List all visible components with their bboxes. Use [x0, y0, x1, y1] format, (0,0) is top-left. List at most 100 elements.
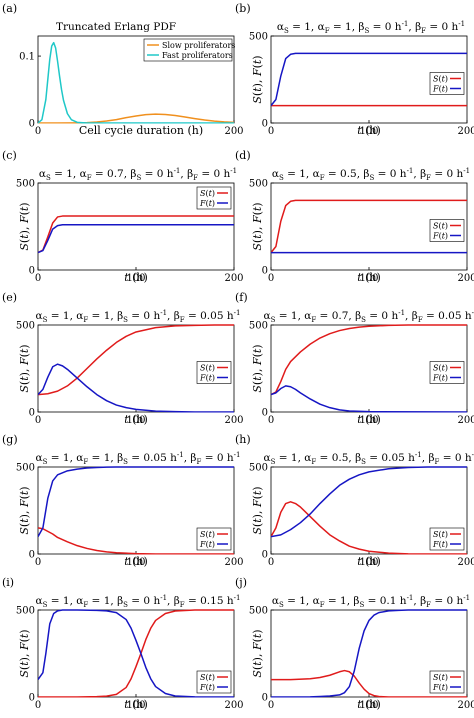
title-symbol: β: [355, 452, 361, 464]
legend-t: t: [209, 364, 213, 373]
x-tick-label: 100: [359, 700, 378, 711]
label-part: ): [18, 514, 31, 518]
legend: S(t)F(t): [429, 527, 465, 551]
legend-var: F: [199, 540, 206, 549]
label-part: (: [18, 211, 31, 215]
label-part: ): [251, 83, 264, 87]
title-subscript: S: [370, 174, 375, 182]
panel-label: (a): [2, 2, 17, 15]
title-symbol: β: [130, 168, 136, 180]
y-axis-label: S(t), F(t): [251, 344, 264, 392]
legend-t: t: [209, 199, 213, 208]
title-symbol: α: [272, 168, 279, 180]
x-tick-label: 200: [224, 126, 243, 137]
title-symbol: β: [420, 595, 426, 607]
title-unit: h: [227, 595, 234, 607]
y-tick-label: 500: [249, 606, 268, 617]
legend-t: t: [442, 232, 446, 241]
label-part: ): [251, 486, 264, 490]
panel-label: (g): [2, 433, 18, 446]
x-tick-label: 100: [359, 126, 378, 137]
series-line-st: [38, 609, 234, 698]
series-line-ft: [271, 609, 467, 698]
title-subscript: S: [46, 174, 51, 182]
series-line-st: [38, 527, 234, 555]
legend-entry: S(t): [200, 673, 215, 682]
y-axis-label: S(t), F(t): [251, 202, 264, 250]
title-subscript: F: [193, 174, 198, 182]
legend-entry: F(t): [432, 85, 448, 94]
y-tick-label: 500: [249, 321, 268, 332]
legend-t: t: [442, 540, 446, 549]
legend-var: S: [200, 673, 206, 682]
legend-t: t: [442, 683, 446, 692]
title-unit: h: [227, 452, 234, 464]
title-text: = 1,: [88, 595, 117, 607]
label-part: F: [18, 499, 31, 508]
x-axis-label: Cell cycle duration (h): [79, 124, 203, 137]
title-superscript: -1: [398, 309, 405, 317]
x-tick-label: 200: [224, 700, 243, 711]
y-tick-label: 500: [16, 179, 35, 190]
legend-entry: F(t): [432, 232, 448, 241]
legend-entry: S(t): [433, 364, 448, 373]
y-tick-label: 0: [29, 408, 35, 419]
label-part: ): [251, 344, 264, 348]
legend-entry: F(t): [432, 374, 448, 383]
label-part: ): [18, 657, 31, 661]
title-text: ,: [180, 168, 187, 180]
legend-t: t: [209, 683, 213, 692]
title-subscript: F: [180, 601, 185, 609]
title-text: = 0.05: [423, 310, 465, 322]
label-part: S: [251, 243, 264, 251]
x-tick-label: 0: [35, 415, 41, 426]
legend-paren: ): [445, 530, 448, 539]
label-part: ): [144, 698, 148, 711]
title-subscript: S: [123, 458, 128, 466]
y-tick-label: 0: [29, 550, 35, 561]
series-line-ft: [271, 52, 467, 107]
title-text: ,: [167, 310, 174, 322]
label-part: S: [18, 670, 31, 678]
legend-paren: ): [212, 673, 215, 682]
series-line-st: [271, 669, 467, 698]
title-text: = 0: [374, 168, 400, 180]
chart-title: αS​ = 1, αF​ = 1, βS​ = 0.1 h-1​, βF​ = …: [272, 594, 470, 609]
legend-entry: S(t): [200, 364, 215, 373]
legend-var: S: [200, 530, 206, 539]
legend-t: t: [442, 222, 446, 231]
title-text: = 1,: [275, 452, 304, 464]
x-tick-label: 0: [35, 273, 41, 284]
title-text: = 1,: [47, 452, 76, 464]
legend-t: t: [209, 673, 213, 682]
series-line-ft: [271, 385, 467, 413]
legend-var: F: [432, 540, 439, 549]
title-text: = 0.7,: [92, 168, 131, 180]
label-part: S: [18, 385, 31, 393]
legend-var: F: [199, 374, 206, 383]
legend-var: S: [433, 75, 439, 84]
label-part: t: [251, 206, 264, 211]
label-part: ,: [18, 369, 31, 373]
title-superscript: -1: [458, 20, 465, 28]
title-symbol: α: [313, 168, 320, 180]
legend: S(t)F(t): [196, 361, 232, 384]
title-subscript: S: [271, 316, 276, 324]
label-part: t: [357, 555, 362, 568]
title-text: = 0: [141, 168, 167, 180]
legend-entry: S(t): [200, 189, 215, 198]
title-superscript: -1: [160, 594, 167, 602]
title-subscript: F: [320, 601, 325, 609]
legend-var: S: [200, 364, 206, 373]
y-tick-label: 0.1: [19, 52, 35, 63]
legend: S(t)F(t): [196, 527, 232, 551]
x-axis-label: t (h): [357, 413, 381, 426]
panel-d: (d) αS​ = 1, αF​ = 0.5, βS​ = 0 h-1​, βF​…: [235, 149, 474, 284]
title-subscript: S: [43, 601, 48, 609]
label-part: F: [251, 215, 264, 224]
chart-title: αS​ = 1, αF​ = 1, βS​ = 0 h-1​, βF​ = 0 …: [277, 20, 465, 35]
title-subscript: S: [123, 316, 128, 324]
x-axis-label: t (h): [124, 413, 148, 426]
y-tick-label: 0: [262, 408, 268, 419]
label-part: (: [18, 353, 31, 357]
